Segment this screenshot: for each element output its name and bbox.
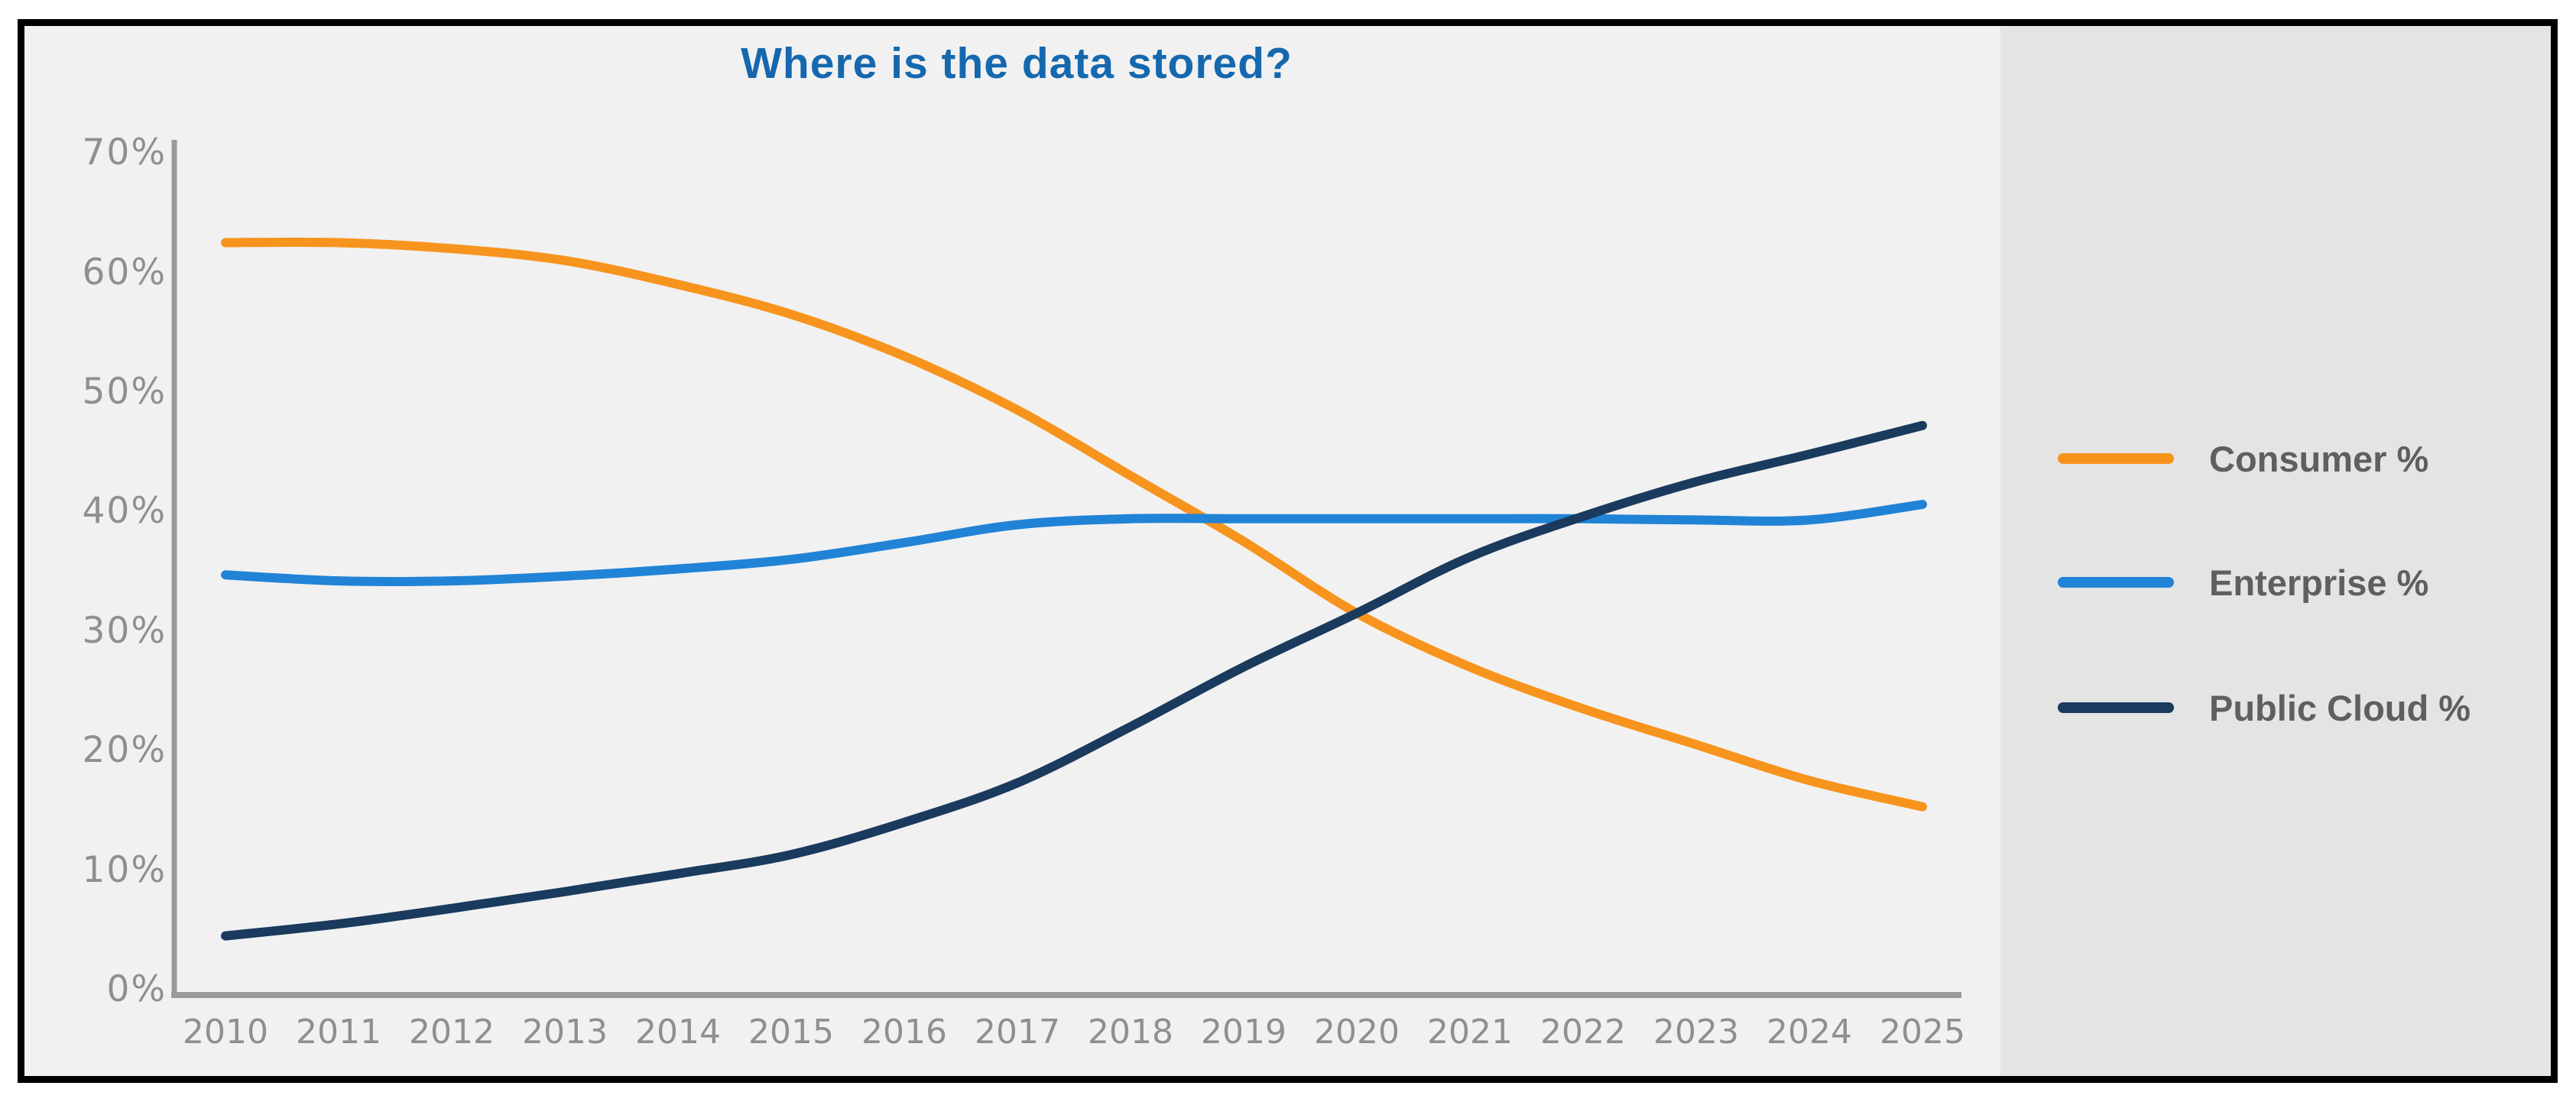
y-tick-label: 0% [106,968,167,1010]
legend-item-consumer: Consumer % [2058,436,2428,481]
legend-item-public-cloud: Public Cloud % [2058,685,2471,731]
y-tick-label: 70% [82,131,167,174]
y-tick-label: 50% [82,371,167,413]
legend-item-enterprise: Enterprise % [2058,559,2428,605]
legend-swatch-enterprise-line [2058,577,2174,588]
legend-label-enterprise: Enterprise % [2209,562,2429,603]
y-axis-labels: 0% 10% 20% 30% 40% 50% 60% 70% [31,0,167,1102]
y-tick-label: 20% [82,729,167,772]
legend-swatch-public-cloud-line [2058,702,2174,713]
chart-title: Where is the data stored? [741,39,1293,88]
y-tick-label: 10% [82,848,167,891]
legend-swatch-consumer-line [2058,453,2174,464]
y-tick-label: 30% [82,609,167,652]
legend-label-public-cloud: Public Cloud % [2209,687,2471,728]
legend-label-consumer: Consumer % [2209,438,2429,479]
legend-panel [2000,26,2551,1076]
y-tick-label: 40% [82,490,167,533]
y-tick-label: 60% [82,251,167,293]
